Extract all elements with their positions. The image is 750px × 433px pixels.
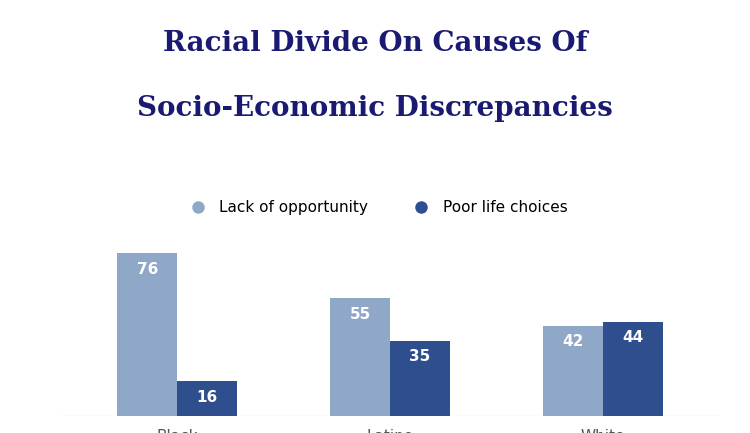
Text: 42: 42 bbox=[562, 334, 584, 349]
Text: 44: 44 bbox=[622, 330, 644, 345]
Text: 76: 76 bbox=[136, 262, 158, 277]
Bar bbox=[603, 322, 662, 416]
Bar bbox=[177, 381, 237, 416]
Bar bbox=[118, 253, 177, 416]
Text: 16: 16 bbox=[196, 390, 217, 405]
Bar bbox=[543, 326, 603, 416]
Bar bbox=[390, 341, 449, 416]
Text: Socio-Economic Discrepancies: Socio-Economic Discrepancies bbox=[137, 95, 613, 122]
Text: 35: 35 bbox=[410, 349, 430, 364]
Bar bbox=[331, 298, 390, 416]
Text: 55: 55 bbox=[350, 307, 370, 322]
Legend: Lack of opportunity, Poor life choices: Lack of opportunity, Poor life choices bbox=[176, 194, 574, 221]
Text: Racial Divide On Causes Of: Racial Divide On Causes Of bbox=[163, 30, 587, 57]
